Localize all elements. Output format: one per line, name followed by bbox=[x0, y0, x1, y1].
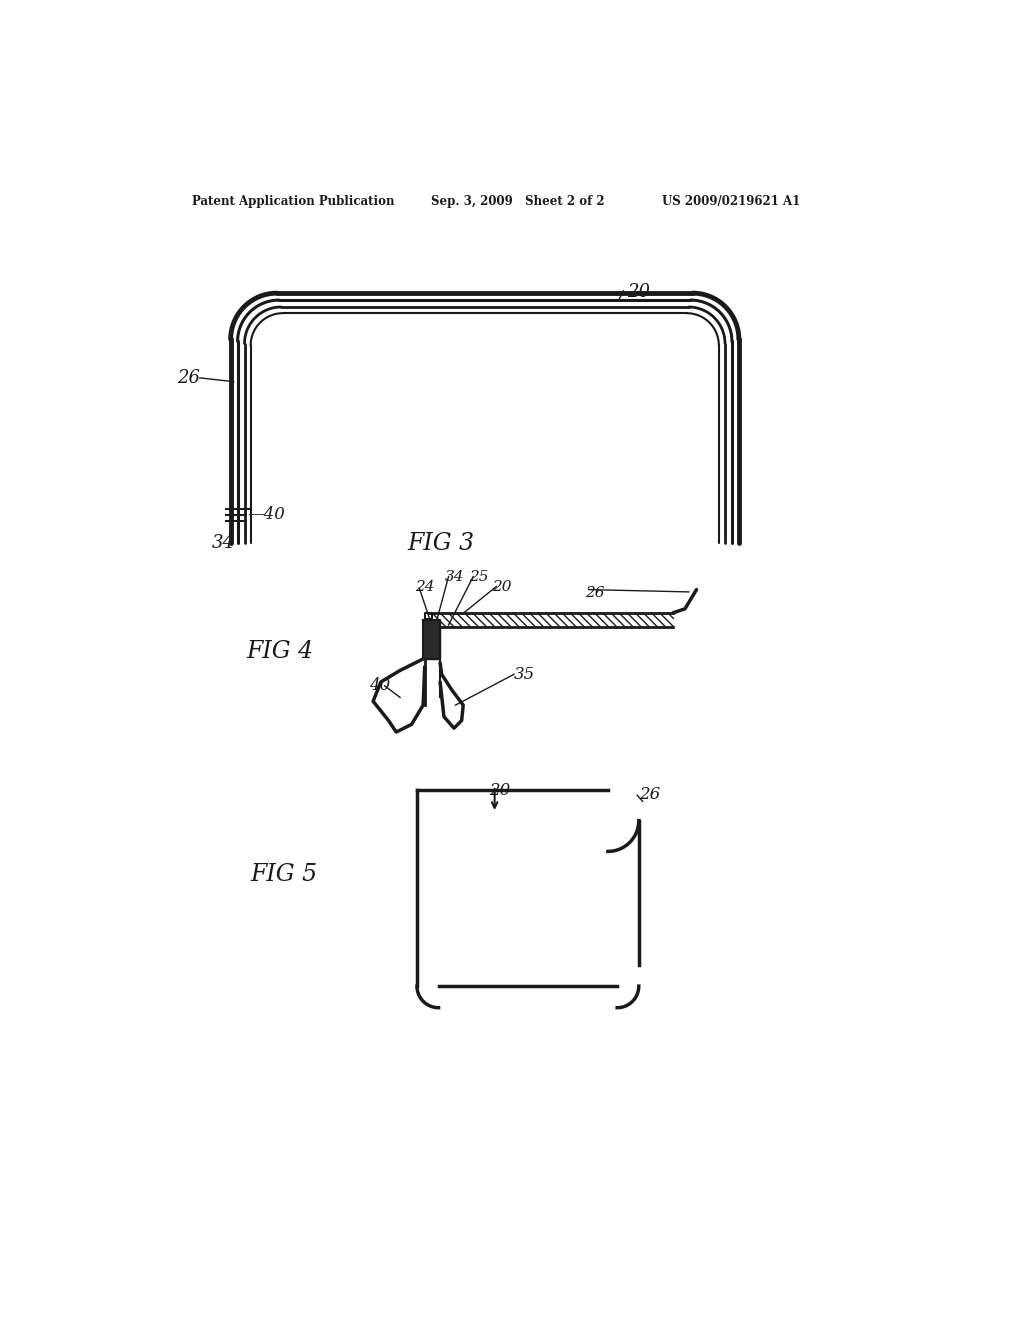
Polygon shape bbox=[429, 612, 674, 627]
Text: 35: 35 bbox=[514, 665, 536, 682]
Text: Sep. 3, 2009   Sheet 2 of 2: Sep. 3, 2009 Sheet 2 of 2 bbox=[431, 195, 604, 209]
Text: FIG 5: FIG 5 bbox=[250, 863, 317, 886]
Text: US 2009/0219621 A1: US 2009/0219621 A1 bbox=[662, 195, 800, 209]
Text: FIG 4: FIG 4 bbox=[246, 640, 313, 663]
Text: 40: 40 bbox=[370, 677, 390, 694]
Text: 20: 20 bbox=[493, 581, 512, 594]
Text: —40: —40 bbox=[248, 506, 286, 523]
Text: 20: 20 bbox=[488, 781, 510, 799]
Text: FIG 3: FIG 3 bbox=[408, 532, 475, 554]
Text: 25: 25 bbox=[469, 570, 488, 585]
Text: 26: 26 bbox=[177, 368, 200, 387]
Text: 24: 24 bbox=[416, 581, 435, 594]
Text: 20: 20 bbox=[628, 284, 650, 301]
Text: 26: 26 bbox=[639, 785, 660, 803]
Text: Patent Application Publication: Patent Application Publication bbox=[193, 195, 394, 209]
Polygon shape bbox=[423, 620, 440, 659]
Text: 34: 34 bbox=[211, 535, 234, 552]
Text: 26: 26 bbox=[585, 586, 604, 599]
Text: 34: 34 bbox=[444, 570, 464, 585]
